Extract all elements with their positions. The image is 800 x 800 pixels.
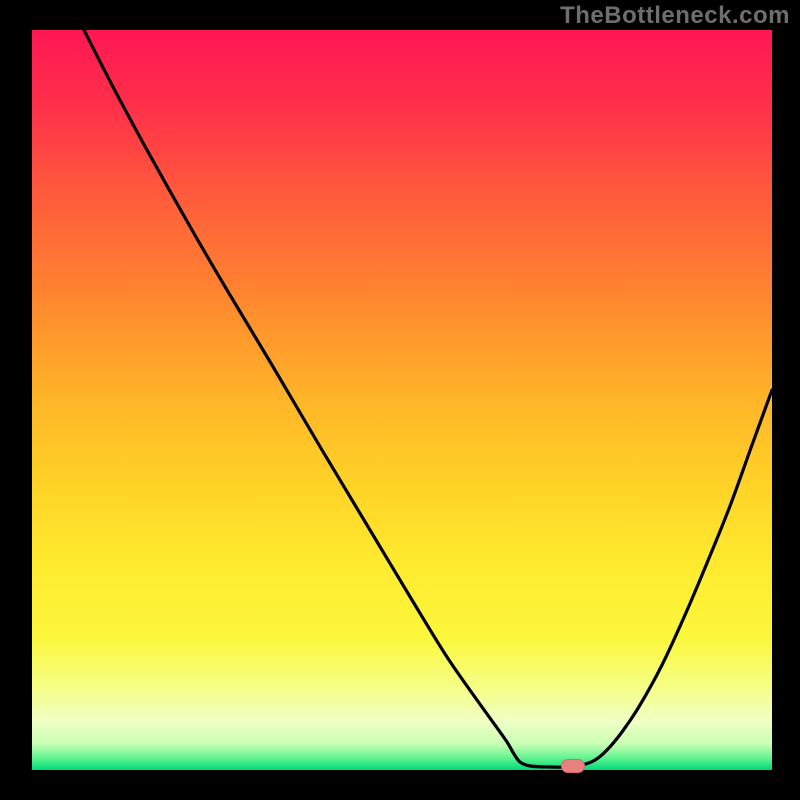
optimum-marker (561, 759, 585, 773)
plot-area (32, 30, 772, 770)
chart-frame: TheBottleneck.com (0, 0, 800, 800)
bottleneck-curve (32, 30, 772, 770)
watermark-text: TheBottleneck.com (560, 2, 790, 30)
